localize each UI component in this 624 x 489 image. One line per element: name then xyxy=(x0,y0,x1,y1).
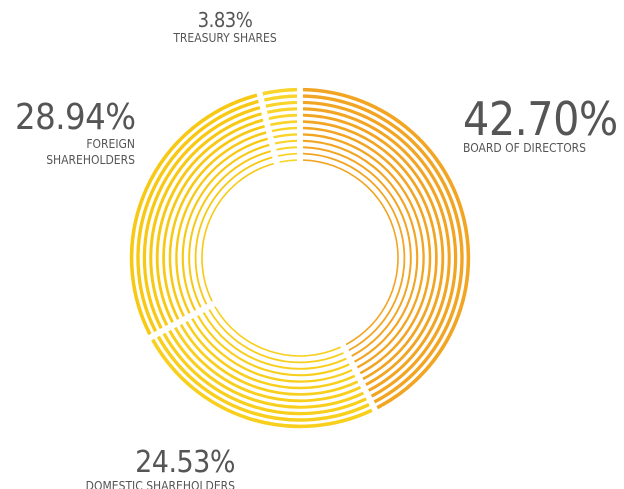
ring-arc xyxy=(179,323,359,396)
ring-arc xyxy=(185,320,356,390)
ring-arc xyxy=(270,120,298,127)
ring-arc xyxy=(302,113,445,386)
ring-arc xyxy=(271,126,298,133)
ring-arc xyxy=(162,124,265,320)
ring-arc xyxy=(197,315,350,377)
ring-arc xyxy=(202,312,347,370)
segment xyxy=(262,87,298,163)
ring-arc xyxy=(262,87,298,96)
label-domestic: 24.53% DOMESTIC SHAREHOLDERS xyxy=(0,445,236,489)
ring-arc xyxy=(302,87,471,410)
ring-arc xyxy=(156,335,370,422)
ring-arc xyxy=(302,120,438,381)
ring-arc xyxy=(208,309,344,364)
value-label: 24.53% xyxy=(135,445,235,480)
ring-arc xyxy=(279,159,298,163)
ring-arc xyxy=(168,329,365,409)
ring-arc xyxy=(181,143,270,311)
ring-arc xyxy=(276,146,298,151)
category-label: DOMESTIC SHAREHOLDERS xyxy=(85,479,235,489)
ring-arc xyxy=(129,93,258,336)
ring-arc xyxy=(155,118,264,323)
ring-arc xyxy=(274,139,298,145)
category-label: FOREIGN SHAREHOLDERS xyxy=(46,137,135,167)
value-label: 28.94% xyxy=(15,97,136,138)
ring-arc xyxy=(149,112,262,327)
ring-arc xyxy=(191,318,353,383)
ring-arc xyxy=(162,332,367,416)
ring-arc xyxy=(302,139,419,363)
ring-arc xyxy=(302,107,451,392)
ring-arc xyxy=(214,306,342,357)
ring-arc xyxy=(175,137,268,314)
ring-arc xyxy=(268,113,298,121)
label-foreign: 28.94% FOREIGN SHAREHOLDERS xyxy=(15,97,136,168)
ring-arc xyxy=(136,99,259,333)
ring-arc xyxy=(302,159,399,346)
ring-arc xyxy=(194,156,273,305)
label-treasury: 3.83% TREASURY SHARES xyxy=(125,10,325,46)
category-label: BOARD OF DIRECTORS xyxy=(463,141,587,155)
ring-arc xyxy=(302,152,406,352)
ring-arc xyxy=(168,131,267,317)
ring-arc xyxy=(302,100,458,398)
ring-arc xyxy=(263,94,298,102)
ring-arc xyxy=(267,107,298,114)
value-label: 3.83% xyxy=(197,8,253,32)
ring-arc xyxy=(302,94,464,404)
segment xyxy=(302,87,471,410)
ring-arc xyxy=(302,126,432,375)
ring-arc xyxy=(201,162,274,302)
ring-arc xyxy=(188,150,271,308)
ring-arc xyxy=(142,106,261,330)
segment xyxy=(151,306,373,429)
ring-arc xyxy=(302,133,425,369)
value-label: 42.70% xyxy=(463,92,618,146)
ring-arc xyxy=(302,146,412,357)
ring-arc xyxy=(277,152,298,157)
segment xyxy=(129,93,274,336)
ring-arc xyxy=(265,100,298,108)
ring-arc xyxy=(273,133,298,139)
ring-arc xyxy=(174,326,362,403)
label-board: 42.70% BOARD OF DIRECTORS xyxy=(463,96,618,156)
ring-arc xyxy=(151,338,373,429)
category-label: TREASURY SHARES xyxy=(173,31,277,45)
